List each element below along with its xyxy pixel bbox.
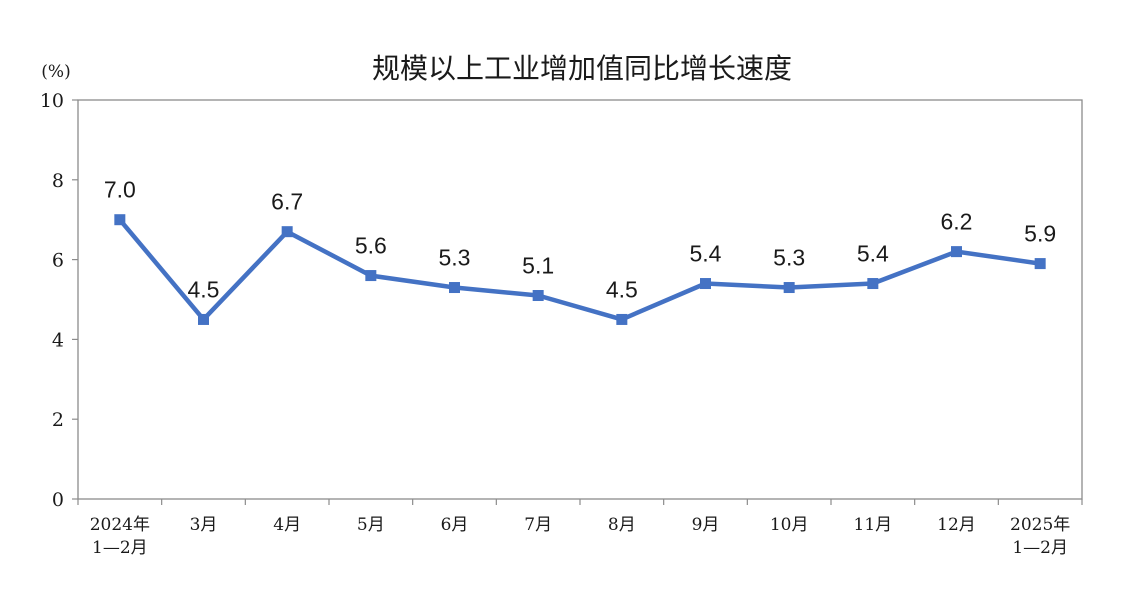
data-label: 5.1 — [522, 253, 554, 279]
x-tick-label: 7月 — [524, 515, 552, 535]
x-tick-label: 4月 — [273, 515, 301, 535]
data-label: 5.3 — [773, 245, 805, 271]
data-label: 6.7 — [271, 189, 303, 215]
data-point-marker — [449, 282, 460, 294]
x-tick-label-line: 4月 — [273, 515, 301, 535]
x-tick-label-line: 8月 — [608, 515, 636, 535]
data-point-marker — [867, 278, 879, 290]
y-tick-label: 4 — [52, 329, 64, 351]
chart-title: 规模以上工业增加值同比增长速度 — [372, 52, 792, 85]
data-label: 5.4 — [857, 241, 889, 267]
series-markers — [114, 214, 1046, 325]
data-label: 5.4 — [690, 241, 722, 267]
data-label: 6.2 — [941, 209, 973, 235]
x-axis-ticks: 2024年 1—2月 3月 4月 5月 6月 7月 8月 9月 10月 11月 12月 2025年 1—2… — [77, 499, 1083, 558]
x-tick-label: 8月 — [608, 515, 636, 535]
data-point-marker — [616, 313, 628, 325]
x-tick-label-line: 2024年 — [90, 515, 150, 535]
data-label: 5.9 — [1024, 221, 1056, 247]
data-label: 4.5 — [606, 276, 638, 302]
data-label: 5.3 — [439, 245, 471, 271]
y-axis-ticks: 0 2 4 6 8 10 — [40, 90, 78, 511]
x-tick-label: 9月 — [692, 515, 720, 535]
y-tick-label: 10 — [40, 90, 64, 112]
y-tick-label: 8 — [52, 170, 64, 192]
data-point-marker — [700, 278, 711, 290]
data-point-marker — [532, 290, 544, 302]
x-tick-label: 6月 — [441, 515, 469, 535]
y-axis-unit-label: (%) — [41, 62, 70, 82]
x-tick-label: 2025年 1—2月 — [1010, 515, 1070, 558]
data-labels: 7.0 4.5 6.7 5.6 5.3 5.1 4.5 5.4 5.3 5.4 6.2 5.9 — [104, 177, 1056, 303]
series-line — [117, 217, 1043, 322]
y-tick-label: 2 — [52, 409, 64, 431]
plot-area-frame — [77, 99, 1083, 500]
x-tick-label: 12月 — [937, 515, 976, 535]
x-tick-label-line: 1—2月 — [1012, 538, 1068, 558]
x-tick-label: 10月 — [770, 515, 809, 535]
data-label: 5.6 — [355, 233, 387, 259]
data-label: 7.0 — [104, 177, 136, 203]
data-point-marker — [198, 313, 209, 325]
x-tick-label-line: 9月 — [692, 515, 720, 535]
x-tick-label: 3月 — [190, 515, 218, 535]
data-point-marker — [783, 282, 795, 294]
x-tick-label-line: 3月 — [190, 515, 218, 535]
data-point-marker — [365, 270, 377, 282]
x-tick-label-line: 10月 — [770, 515, 809, 535]
x-tick-label-line: 1—2月 — [92, 538, 148, 558]
series-line-group — [117, 217, 1043, 322]
data-point-marker — [114, 214, 126, 226]
data-label: 4.5 — [188, 276, 220, 302]
data-point-marker — [281, 226, 293, 238]
x-tick-label: 5月 — [357, 515, 385, 535]
x-tick-label: 2024年 1—2月 — [90, 515, 150, 558]
x-tick-label-line: 7月 — [524, 515, 552, 535]
x-tick-label-line: 12月 — [937, 515, 976, 535]
data-point-marker — [1034, 258, 1046, 270]
x-tick-label-line: 11月 — [854, 515, 893, 535]
y-tick-label: 0 — [52, 489, 64, 511]
x-tick-label-line: 2025年 — [1010, 515, 1070, 535]
data-point-marker — [951, 246, 962, 258]
x-tick-label: 11月 — [854, 515, 893, 535]
x-tick-label-line: 6月 — [441, 515, 469, 535]
y-tick-label: 6 — [52, 250, 64, 272]
x-tick-label-line: 5月 — [357, 515, 385, 535]
